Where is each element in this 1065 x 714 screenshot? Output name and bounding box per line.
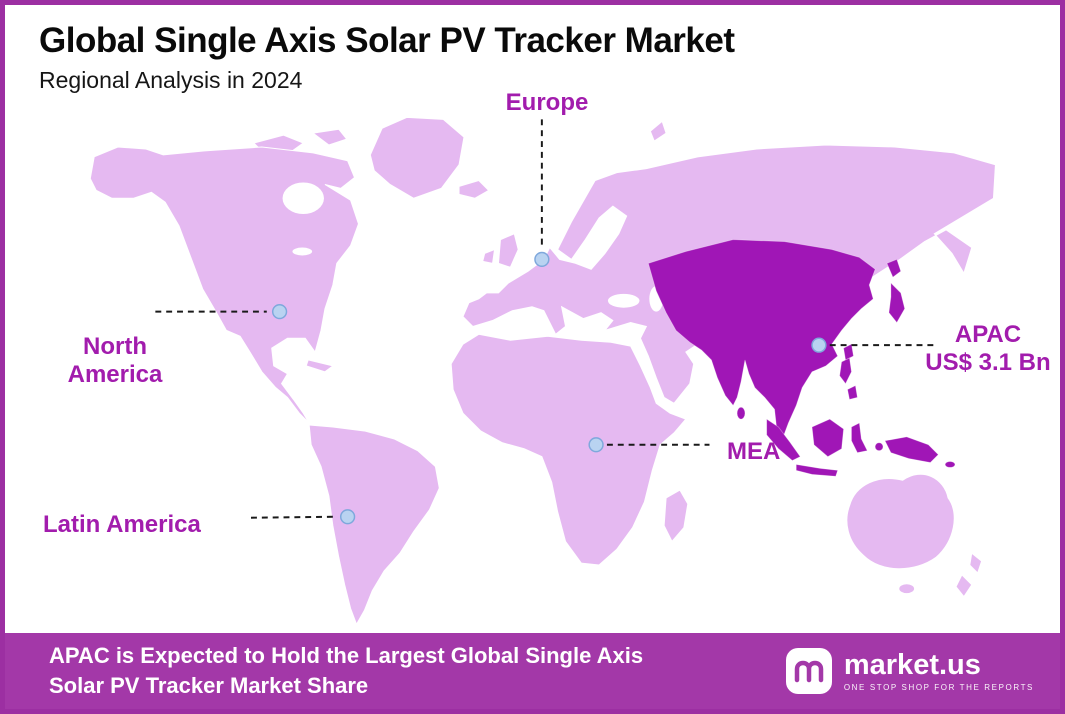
marker-dot-apac: [811, 337, 827, 353]
sulawesi-island: [851, 422, 868, 454]
tasmania-island: [898, 583, 916, 595]
region-label-apac: APAC US$ 3.1 Bn: [913, 321, 1060, 378]
japan-honshu-island: [888, 282, 906, 324]
philippines-islands-2: [847, 385, 858, 400]
greenland-landmass: [369, 116, 465, 199]
iceland-island: [458, 179, 490, 199]
footer-headline-line1: APAC is Expected to Hold the Largest Glo…: [49, 643, 644, 669]
hudson-bay: [282, 182, 324, 215]
japan-hokkaido-island: [886, 258, 902, 278]
marker-dot-latin-america: [339, 509, 356, 525]
apac-region-value: US$ 3.1 Bn: [925, 349, 1051, 377]
connector-latin-america: [250, 515, 337, 519]
sumatra-island: [766, 418, 801, 461]
great-lakes: [292, 247, 313, 256]
north-america-landmass: [89, 146, 359, 424]
marker-dot-mea: [588, 437, 604, 453]
sri-lanka-island: [736, 406, 746, 420]
brand-name: market.us: [843, 648, 981, 681]
borneo-island: [811, 418, 844, 458]
ireland-island: [482, 248, 496, 264]
novaya-zemlya-islands: [649, 120, 667, 142]
region-label-mea: MEA: [727, 438, 781, 465]
south-america-landmass: [308, 424, 440, 626]
taiwan-island: [843, 343, 854, 361]
solomon-islands: [944, 461, 956, 468]
brand-tagline: ONE STOP SHOP FOR THE REPORTS: [843, 683, 1034, 693]
cuba-island: [305, 359, 334, 373]
arctic-islands-canada-2: [311, 128, 348, 146]
page-title: Global Single Axis Solar PV Tracker Mark…: [39, 21, 735, 60]
new-zealand-north-island: [969, 552, 983, 574]
java-island: [795, 464, 839, 477]
philippines-islands: [839, 357, 852, 385]
region-label-europe: Europe: [505, 89, 589, 116]
footer-headline-line2: Solar PV Tracker Market Share: [49, 673, 369, 698]
apac-region-highlight: [647, 239, 876, 440]
new-guinea-island: [884, 436, 939, 463]
marketus-m-glyph: [794, 660, 824, 683]
maluku-islands: [874, 442, 884, 452]
apac-region-name: APAC: [954, 321, 1022, 348]
marker-dot-north-america: [271, 304, 288, 320]
marker-dot-europe: [534, 251, 550, 268]
brand-text-block: market.us ONE STOP SHOP FOR THE REPORTS: [843, 648, 1034, 693]
new-zealand-south-island: [955, 574, 973, 598]
footer-headline: APAC is Expected to Hold the Largest Glo…: [49, 641, 643, 700]
africa-landmass: [450, 333, 687, 566]
region-label-north-america: North America: [67, 333, 163, 389]
region-label-latin-america: Latin America: [43, 511, 201, 538]
world-map: [89, 116, 996, 626]
marketus-logo: market.us ONE STOP SHOP FOR THE REPORTS: [785, 648, 1034, 694]
black-sea: [607, 293, 640, 308]
footer-banner: APAC is Expected to Hold the Largest Glo…: [5, 633, 1060, 709]
madagascar-island: [663, 489, 689, 543]
australia-landmass: [846, 473, 955, 570]
page-subtitle: Regional Analysis in 2024: [39, 66, 303, 93]
uk-island: [497, 233, 519, 268]
marketus-logo-icon: [785, 648, 832, 694]
header: Global Single Axis Solar PV Tracker Mark…: [39, 19, 735, 94]
